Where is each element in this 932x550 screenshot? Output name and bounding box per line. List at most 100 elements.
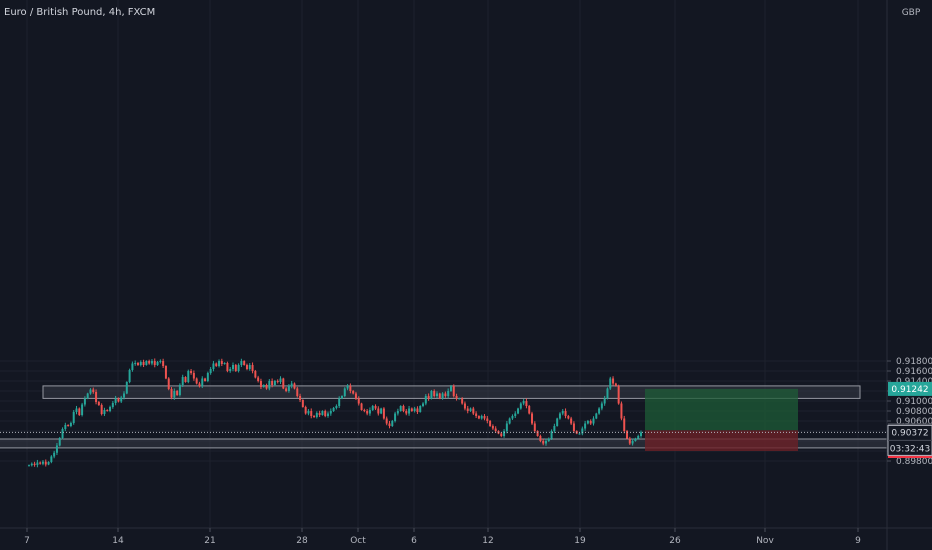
y-tick-label: 0.89800	[896, 457, 932, 467]
candle-body	[53, 452, 56, 457]
candle-body	[466, 408, 469, 411]
candle-body	[204, 378, 207, 381]
candle-body	[117, 398, 120, 402]
candle-body	[268, 381, 271, 389]
candle-body	[187, 371, 190, 382]
candle-body	[279, 378, 282, 382]
candle-body	[584, 423, 587, 429]
price-zones	[0, 385, 889, 451]
time-axis[interactable]: 7 14 21 28 Oct 6 12 19 26 Nov 9	[24, 528, 861, 546]
candle-body	[354, 393, 357, 399]
candle-body	[212, 363, 215, 369]
currency-label: GBP	[902, 8, 921, 18]
candle-body	[612, 378, 615, 384]
candle-body	[111, 403, 114, 407]
candle-body	[522, 401, 525, 404]
candle-body	[631, 441, 634, 444]
candle-body	[399, 406, 402, 411]
candle-body	[458, 398, 461, 400]
candle-body	[346, 386, 349, 389]
candle-body	[156, 362, 159, 365]
candle-body	[153, 361, 156, 365]
x-tick-label: 12	[482, 536, 493, 546]
candle-body	[329, 411, 332, 414]
loss-zone[interactable]	[645, 430, 798, 451]
candle-body	[382, 408, 385, 419]
candle-body	[475, 413, 478, 416]
candle-body	[637, 436, 640, 439]
candle-body	[544, 441, 547, 444]
candle-body	[533, 423, 536, 431]
candle-body	[617, 386, 620, 404]
candle-body	[167, 378, 170, 389]
candle-body	[603, 398, 606, 404]
candle-body	[248, 365, 251, 369]
candle-body	[215, 363, 218, 366]
candle-body	[438, 393, 441, 399]
candle-body	[525, 401, 528, 406]
candle-body	[494, 428, 497, 431]
candle-body	[41, 461, 44, 464]
candle-body	[598, 408, 601, 414]
candle-body	[430, 391, 433, 399]
candle-body	[363, 410, 366, 411]
candle-body	[634, 438, 637, 441]
candles	[28, 358, 642, 468]
current-price-label: 0.90372	[891, 428, 928, 438]
candle-body	[30, 463, 33, 466]
candle-body	[170, 389, 173, 398]
target-price-label-bg	[888, 381, 932, 396]
candle-body	[134, 363, 137, 364]
bar-countdown: 03:32:43	[890, 444, 930, 454]
candle-body	[558, 413, 561, 419]
candle-body	[223, 363, 226, 364]
candle-body	[131, 363, 134, 370]
candle-body	[313, 416, 316, 417]
candle-body	[276, 381, 279, 382]
candle-body	[416, 408, 419, 412]
candle-body	[123, 393, 126, 398]
y-tick-label: 0.90800	[896, 407, 932, 417]
candle-body	[514, 413, 517, 416]
candle-body	[195, 378, 198, 384]
candle-body	[366, 411, 369, 414]
candle-body	[206, 373, 209, 381]
candle-body	[424, 396, 427, 404]
candle-body	[396, 411, 399, 414]
candle-body	[89, 389, 92, 394]
x-tick-label: Oct	[350, 536, 366, 546]
candle-body	[500, 433, 503, 436]
candle-body	[282, 378, 285, 389]
candle-body	[106, 410, 109, 411]
candle-body	[159, 361, 162, 362]
candle-body	[561, 411, 564, 414]
candle-body	[86, 393, 89, 399]
candle-body	[332, 408, 335, 411]
candle-body	[461, 398, 464, 404]
candle-body	[581, 428, 584, 434]
candle-body	[229, 369, 232, 371]
candle-body	[449, 386, 452, 391]
candle-body	[67, 425, 70, 426]
candle-body	[620, 403, 623, 419]
candle-body	[259, 381, 262, 387]
y-tick-label: 0.91000	[896, 397, 932, 407]
candle-body	[623, 418, 626, 431]
candle-body	[444, 393, 447, 396]
candle-body	[301, 400, 304, 407]
candle-body	[377, 408, 380, 414]
candle-body	[433, 391, 436, 396]
profit-zone[interactable]	[645, 388, 798, 431]
candle-body	[508, 418, 511, 424]
candle-body	[427, 396, 430, 399]
candle-body	[162, 361, 165, 366]
candle-body	[600, 403, 603, 409]
candle-body	[528, 406, 531, 414]
candle-body	[64, 425, 67, 429]
chart-title: Euro / British Pound, 4h, FXCM	[4, 7, 155, 18]
candle-body	[44, 461, 47, 465]
candle-body	[452, 386, 455, 396]
